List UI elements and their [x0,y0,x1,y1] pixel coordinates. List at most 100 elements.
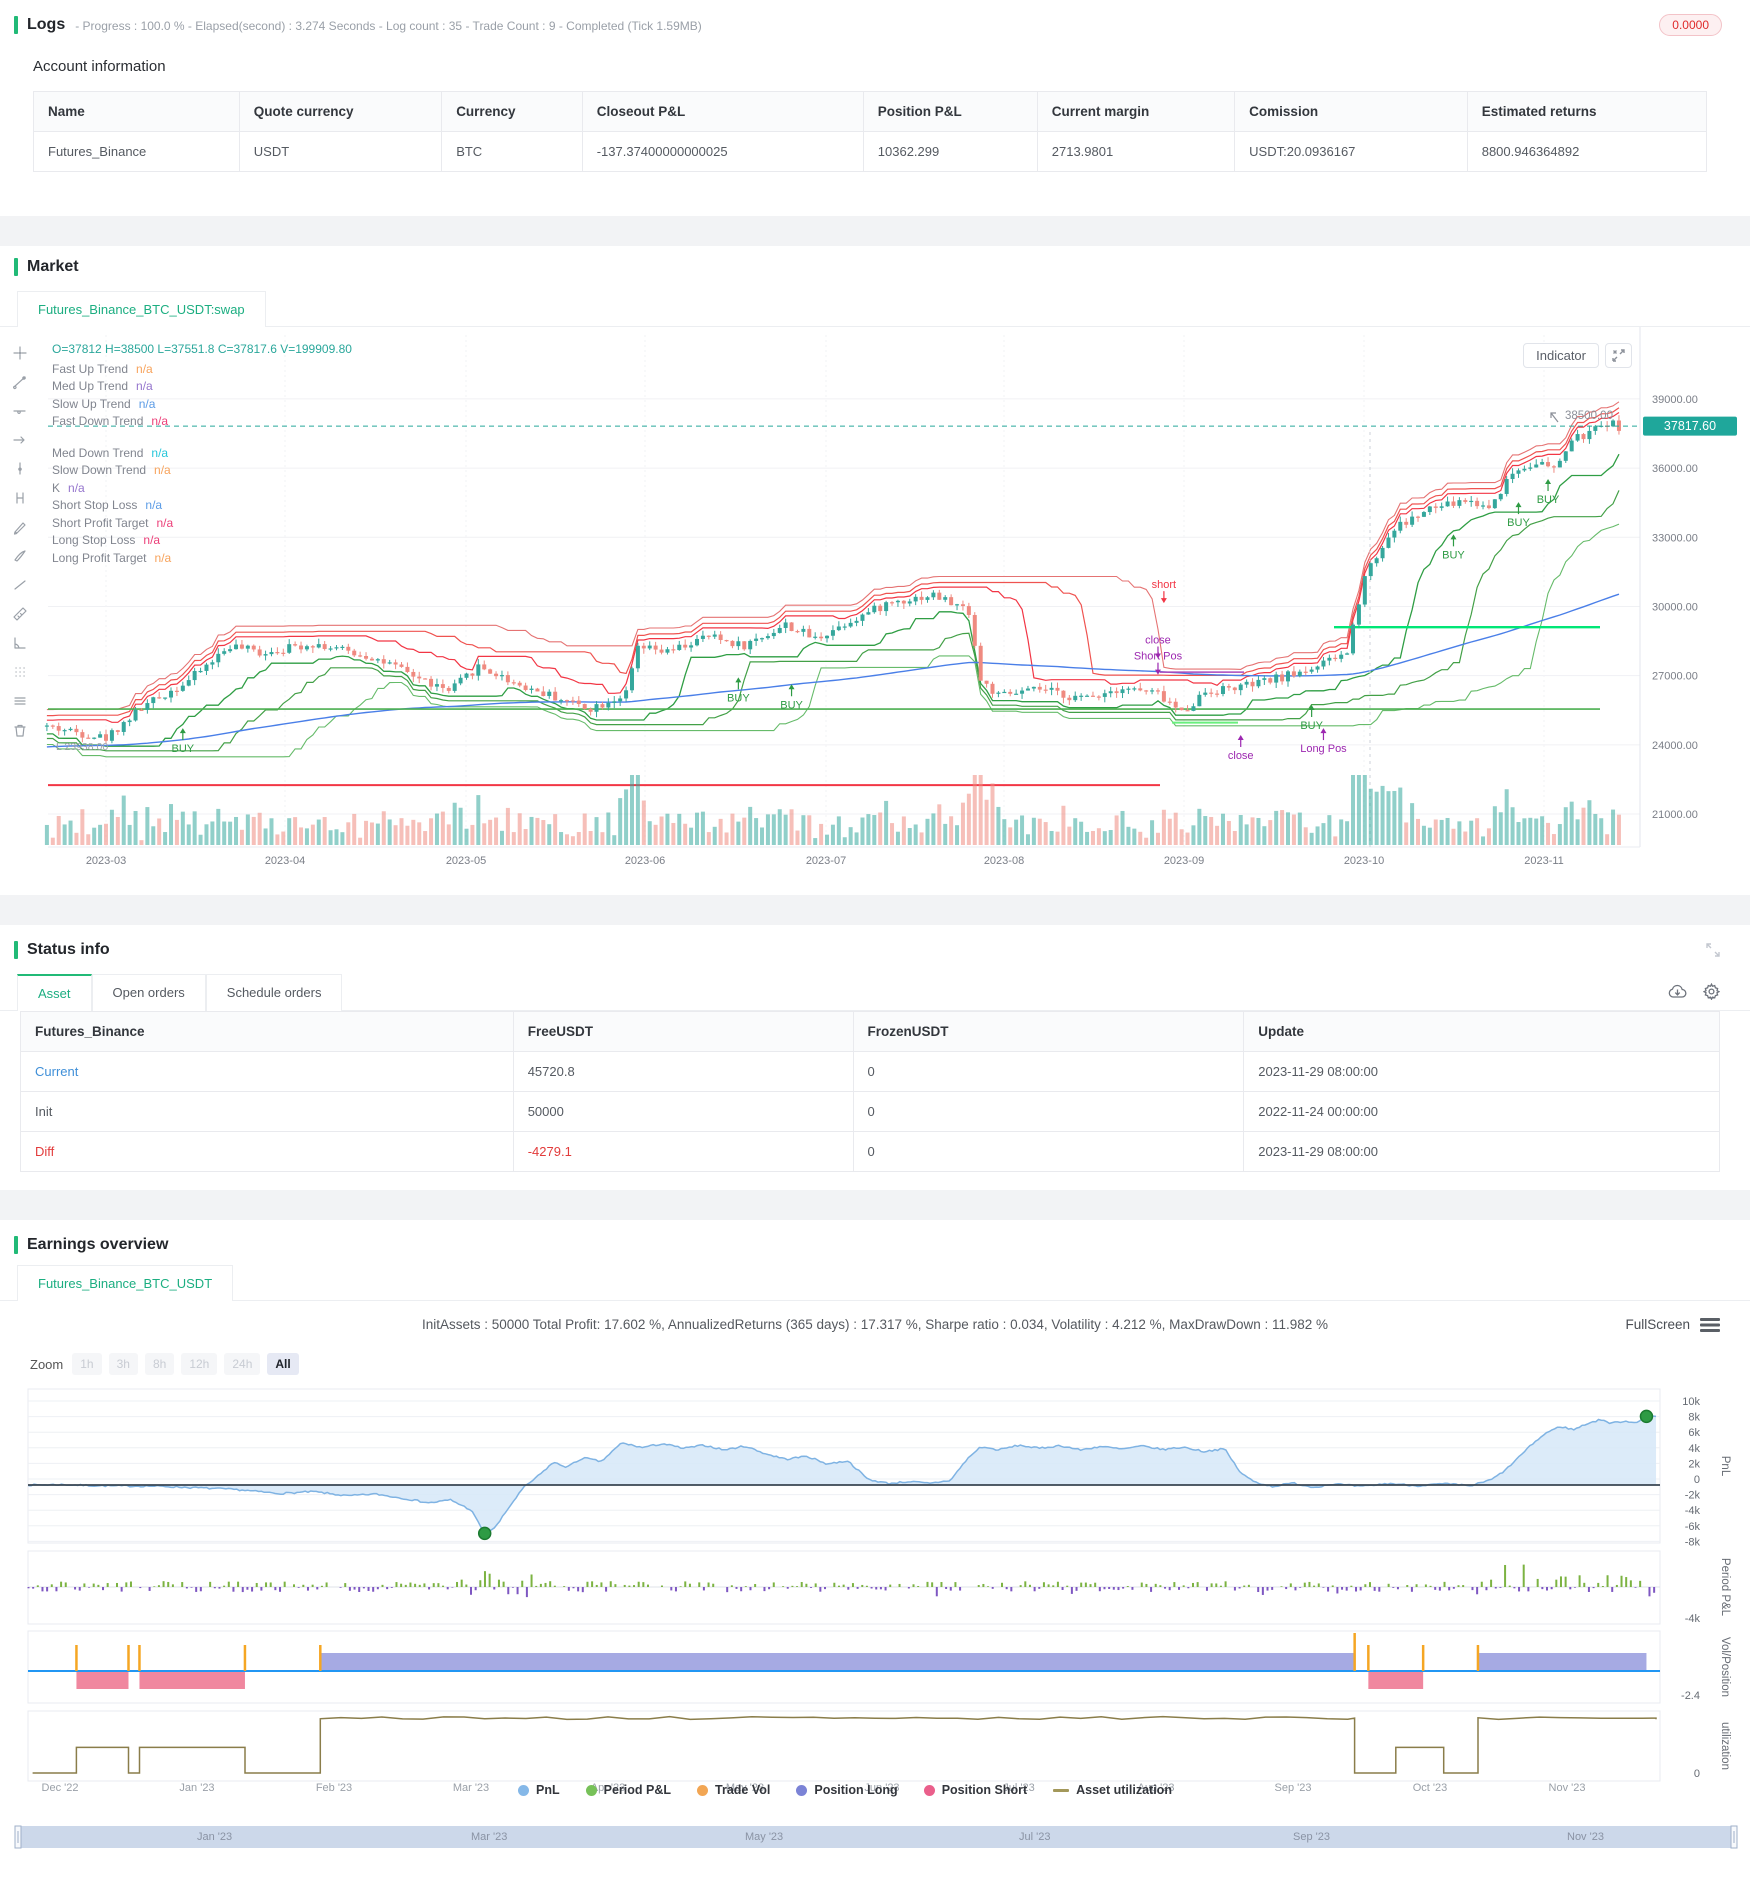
navigator-tick: May '23 [745,1831,783,1843]
position-short-band [139,1671,245,1689]
pnl-axis-tick: -6k [1685,1521,1701,1533]
market-section: Market Futures_Binance_BTC_USDT:swap O=3… [0,246,1750,895]
x-axis-tick: 2023-05 [446,855,486,867]
brush-icon[interactable] [8,546,32,566]
col-quote-currency: Quote currency [238,91,443,132]
ray-icon[interactable] [8,430,32,450]
fullscreen-button[interactable]: FullScreen [1625,1317,1690,1332]
chart-expand-button[interactable] [1605,343,1632,368]
vertical-line-icon[interactable] [8,459,32,479]
svg-text:BUY: BUY [1300,720,1323,732]
navigator-tick: Jan '23 [197,1831,232,1843]
y-axis-tick: 36000.00 [1652,463,1698,475]
pnl-axis-tick: 8k [1688,1412,1700,1424]
tab-market-symbol[interactable]: Futures_Binance_BTC_USDT:swap [17,291,266,327]
svg-text:close: close [1228,750,1254,762]
last-price-tag: 37817.60 [1643,416,1737,436]
grid-dots-icon[interactable] [8,662,32,682]
zoom-controls: Zoom 1h 3h 8h 12h 24h All [30,1353,1750,1375]
account-table: Name Quote currency Currency Closeout P&… [33,91,1708,172]
account-table-row: Futures_Binance USDT BTC -137.3740000000… [33,131,1708,172]
buy-marker: BUY [780,684,804,711]
col-estimated-returns: Estimated returns [1466,91,1708,132]
col-name: Name [33,91,240,132]
indicator-button[interactable]: Indicator [1523,343,1599,368]
svg-text:close: close [1145,634,1171,646]
diff-label: Diff [20,1131,514,1172]
trend-line [46,401,1620,711]
interval-icon[interactable] [8,488,32,508]
cell-closeout-pnl: -137.37400000000025 [581,131,864,172]
perf-x-tick: Jul '23 [1003,1782,1034,1794]
svg-text:37817.60: 37817.60 [1664,419,1716,433]
navigator-tick: Mar '23 [471,1831,507,1843]
performance-stats: InitAssets : 50000 Total Profit: 17.602 … [421,1317,1329,1332]
line-segment-icon[interactable] [8,575,32,595]
tab-open-orders[interactable]: Open orders [91,974,206,1011]
col-position-pnl: Position P&L [862,91,1038,132]
crosshair-icon[interactable] [8,343,32,363]
col-frozen-usdt: FrozenUSDT [852,1011,1245,1052]
performance-chart[interactable]: 10k 8k 6k 4k 2k 0 -2k -4k -6k -8k PnL -4k Period P&L… [0,1381,1750,1859]
high-annotation: 38500.00 [1550,410,1613,423]
performance-chart-area[interactable]: 10k 8k 6k 4k 2k 0 -2k -4k -6k -8k PnL -4k Period P&L… [0,1381,1750,1859]
settings-gear-icon[interactable] [1703,983,1720,1000]
section-accent-bar [14,1236,18,1254]
measure-lines-icon[interactable] [8,691,32,711]
logs-section: Logs - Progress : 100.0 % - Elapsed(seco… [0,0,1750,216]
candlestick-chart[interactable]: 37817.60 39000.00 36000.00 33000.00 30000.00… [0,327,1750,876]
zoom-1h-button[interactable]: 1h [72,1353,102,1375]
perf-x-tick: Jun '23 [864,1782,899,1794]
svg-text:BUY: BUY [727,692,750,704]
horizontal-line-icon[interactable] [8,401,32,421]
range-navigator[interactable]: Jan '23 Mar '23 May '23 Jul '23 Sep '23 Nov '… [14,1825,1738,1849]
tab-schedule-orders[interactable]: Schedule orders [205,974,343,1011]
position-short-band [76,1671,129,1689]
navigator-right-handle[interactable] [1730,1825,1738,1849]
col-closeout-pnl: Closeout P&L [581,91,864,132]
zoom-8h-button[interactable]: 8h [144,1353,175,1375]
angle-icon[interactable] [8,633,32,653]
buy-marker: BUY [172,728,195,755]
short-marker: short [1152,579,1176,604]
zoom-all-button[interactable]: All [267,1353,299,1375]
candlestick-chart-area[interactable]: O=37812 H=38500 L=37551.8 C=37817.6 V=19… [0,327,1750,876]
expand-icon [1612,349,1625,362]
y-axis-tick: 30000.00 [1652,601,1698,613]
pencil-icon[interactable] [8,517,32,537]
diff-frozen: 0 [852,1131,1245,1172]
zoom-3h-button[interactable]: 3h [108,1353,138,1375]
pnl-area [28,1415,1657,1532]
x-axis-tick: 2023-07 [806,855,846,867]
cloud-download-icon[interactable] [1668,984,1687,999]
perf-x-tick: Mar '23 [453,1782,489,1794]
status-info-section: Status info Asset Open orders Schedule o… [0,925,1750,1190]
zoom-12h-button[interactable]: 12h [181,1353,218,1375]
svg-text:BUY: BUY [1507,517,1530,529]
tab-asset[interactable]: Asset [17,974,92,1011]
cell-name: Futures_Binance [33,131,240,172]
col-account: Futures_Binance [20,1011,514,1052]
trash-icon[interactable] [8,720,32,740]
cell-current-margin: 2713.9801 [1036,131,1236,172]
perf-x-tick: Dec '22 [42,1782,79,1794]
period-pnl-axis-tick: -4k [1685,1613,1701,1625]
col-free-usdt: FreeUSDT [512,1011,854,1052]
market-title: Market [27,258,79,275]
trend-line-icon[interactable] [8,372,32,392]
buy-marker: BUY [727,677,750,704]
svg-text:short: short [1152,579,1176,591]
x-axis-tick: 2023-11 [1524,855,1564,867]
pnl-axis-tick: 10k [1682,1396,1700,1408]
current-link[interactable]: Current [20,1051,514,1092]
navigator-tick: Jul '23 [1019,1831,1050,1843]
menu-hamburger-icon[interactable] [1700,1317,1720,1332]
current-frozen: 0 [852,1051,1245,1092]
ruler-icon[interactable] [8,604,32,624]
zoom-24h-button[interactable]: 24h [224,1353,261,1375]
collapse-icon[interactable] [1706,943,1720,957]
navigator-left-handle[interactable] [14,1825,22,1849]
pnl-axis-tick: 0 [1694,1474,1700,1486]
tab-earnings-symbol[interactable]: Futures_Binance_BTC_USDT [17,1265,234,1301]
asset-table-header: Futures_Binance FreeUSDT FrozenUSDT Upda… [20,1011,1720,1052]
